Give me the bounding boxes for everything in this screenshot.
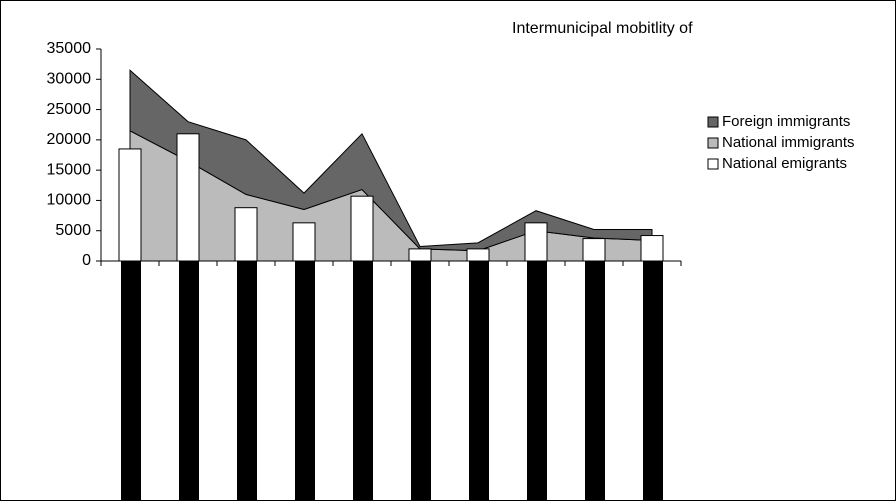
legend-swatch [707, 158, 719, 170]
bar [408, 248, 432, 262]
y-tick-label: 15000 [47, 161, 92, 178]
legend-label: Foreign immigrants [722, 113, 850, 130]
legend-label: National emigrants [722, 155, 847, 172]
legend-swatch [707, 137, 719, 149]
bar [350, 195, 374, 262]
bar [466, 248, 490, 262]
category-label-block [353, 261, 373, 500]
legend: Foreign immigrants National immigrants Nat… [707, 113, 855, 172]
category-label-block [411, 261, 431, 500]
bar [118, 148, 142, 262]
category-label-block [295, 261, 315, 500]
category-label-block [585, 261, 605, 500]
y-tick-label: 0 [82, 252, 91, 269]
legend-swatch [707, 116, 719, 128]
bar [640, 235, 664, 262]
category-label-block [643, 261, 663, 500]
category-label-block [469, 261, 489, 500]
y-tick-label: 5000 [55, 222, 91, 239]
bar [582, 238, 606, 262]
bar [176, 133, 200, 262]
category-label-block [237, 261, 257, 500]
y-tick-label: 20000 [47, 131, 92, 148]
y-tick-label: 25000 [47, 101, 92, 118]
y-tick-label: 30000 [47, 71, 92, 88]
category-label-block [121, 261, 141, 500]
y-tick-label: 10000 [47, 192, 92, 209]
chart-title: Intermunicipal mobitlity of [512, 20, 693, 37]
y-tick-label: 35000 [47, 40, 92, 57]
bar [524, 222, 548, 262]
legend-label: National immigrants [722, 134, 855, 151]
bar [234, 207, 258, 262]
category-label-block [179, 261, 199, 500]
category-label-block [527, 261, 547, 500]
bar [292, 222, 316, 262]
